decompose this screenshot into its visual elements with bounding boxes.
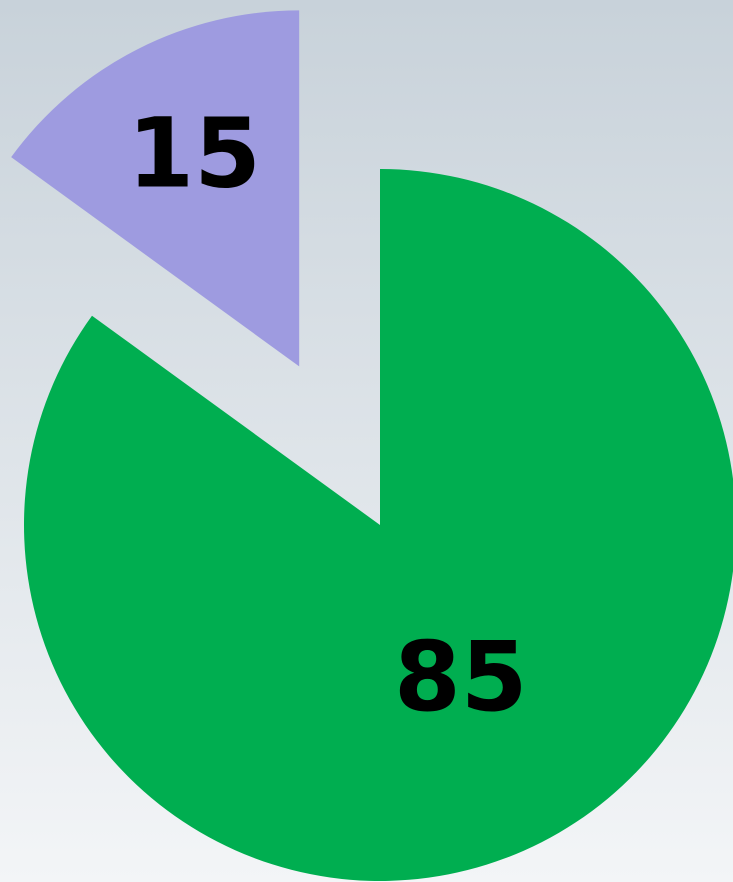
pie-slice: [24, 169, 733, 881]
data-label: 15: [127, 98, 261, 210]
data-label: 85: [394, 621, 528, 733]
pie-slice: [11, 10, 300, 367]
